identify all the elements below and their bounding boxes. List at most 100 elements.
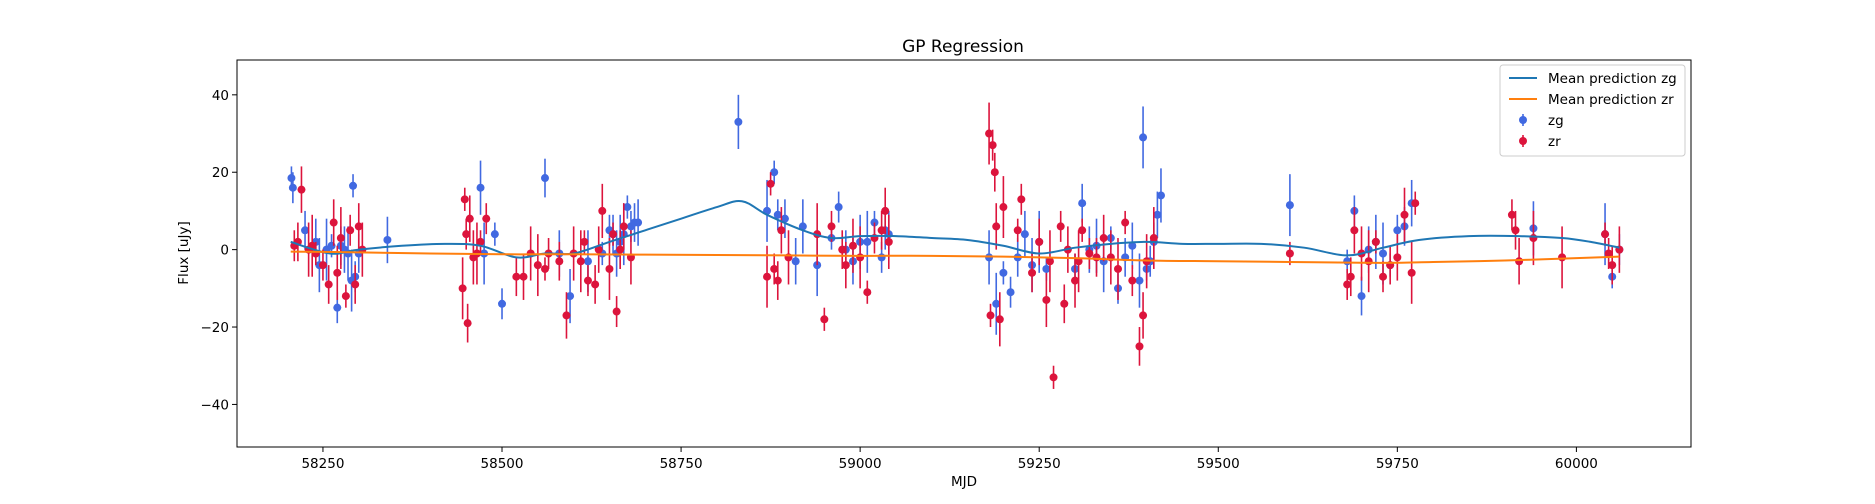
data-point	[498, 299, 507, 308]
data-point	[791, 257, 800, 266]
data-point	[1139, 133, 1148, 142]
data-point	[566, 292, 575, 301]
data-point	[1149, 234, 1158, 243]
data-point	[1121, 218, 1130, 227]
data-point	[770, 168, 779, 177]
data-point	[288, 183, 297, 192]
data-point	[1099, 234, 1108, 243]
data-point	[351, 280, 360, 289]
x-tick-label: 59750	[1376, 456, 1419, 472]
legend-swatch-zr	[1519, 135, 1527, 147]
data-point	[1060, 299, 1069, 308]
data-point	[619, 222, 628, 231]
data-point	[333, 268, 342, 277]
data-point	[555, 257, 564, 266]
x-tick-label: 59500	[1197, 456, 1240, 472]
x-tick-label: 59000	[839, 456, 882, 472]
data-point	[533, 261, 542, 270]
data-point	[318, 261, 327, 270]
data-point	[834, 203, 843, 212]
data-point	[1056, 222, 1065, 231]
data-point	[1350, 226, 1359, 235]
y-tick-label: 0	[220, 243, 229, 259]
data-point	[1071, 276, 1080, 285]
data-point	[462, 230, 471, 239]
data-point	[1357, 292, 1366, 301]
data-point	[346, 226, 355, 235]
data-point	[1006, 288, 1015, 297]
data-point	[1511, 226, 1520, 235]
data-point	[329, 218, 338, 227]
legend-label-zg: zg	[1548, 113, 1564, 129]
data-point	[1407, 268, 1416, 277]
data-point	[605, 264, 614, 273]
data-point	[990, 168, 999, 177]
data-point	[1092, 253, 1101, 262]
data-point	[780, 214, 789, 223]
data-point	[1020, 230, 1029, 239]
data-point	[1393, 226, 1402, 235]
data-point	[465, 214, 474, 223]
data-point	[995, 315, 1004, 324]
data-point	[1042, 295, 1051, 304]
data-point	[383, 235, 392, 244]
data-point	[1139, 311, 1148, 320]
data-point	[992, 222, 1001, 231]
x-tick-label: 59250	[1018, 456, 1061, 472]
data-point	[1400, 210, 1409, 219]
data-point	[580, 237, 589, 246]
data-point	[460, 195, 469, 204]
x-tick-label: 58250	[301, 456, 344, 472]
data-point	[1017, 195, 1026, 204]
data-point	[1343, 280, 1352, 289]
data-point	[1507, 210, 1516, 219]
data-point	[986, 311, 995, 320]
legend-label-mean-zg: Mean prediction zg	[1548, 71, 1677, 87]
data-point	[985, 129, 994, 138]
data-point	[1042, 264, 1051, 273]
data-point	[999, 203, 1008, 212]
y-axis-label: Flux [uJy]	[176, 221, 192, 284]
y-axis: −40 −20 0 20 40	[201, 88, 237, 413]
data-point	[1285, 249, 1294, 258]
plot-frame	[236, 59, 1692, 448]
data-point	[988, 141, 997, 150]
data-point	[1411, 199, 1420, 208]
data-point	[863, 237, 872, 246]
data-point	[1529, 234, 1538, 243]
data-point	[999, 268, 1008, 277]
legend-label-mean-zr: Mean prediction zr	[1548, 92, 1674, 108]
data-point	[512, 272, 521, 281]
data-point	[848, 241, 857, 250]
legend-swatch-zg	[1519, 114, 1527, 126]
data-point	[770, 264, 779, 273]
data-point	[1156, 191, 1165, 200]
data-point	[612, 307, 621, 316]
data-point	[1078, 226, 1087, 235]
data-point	[1135, 342, 1144, 351]
data-point	[476, 237, 485, 246]
data-point	[1113, 264, 1122, 273]
data-point	[583, 276, 592, 285]
data-point	[609, 230, 618, 239]
x-axis: 58250 58500 58750 59000 59250 59500 59750 60000	[301, 447, 1598, 472]
y-tick-label: 20	[212, 165, 229, 181]
data-point	[827, 222, 836, 231]
data-point	[877, 253, 886, 262]
data-point	[1346, 272, 1355, 281]
data-point	[1364, 257, 1373, 266]
y-tick-label: −20	[201, 320, 230, 336]
data-point	[634, 218, 643, 227]
data-point	[594, 245, 603, 254]
data-point	[1608, 261, 1617, 270]
data-point	[287, 174, 296, 183]
data-point	[881, 206, 890, 215]
data-point	[1285, 201, 1294, 210]
data-point	[1601, 230, 1610, 239]
chart-title: GP Regression	[902, 37, 1024, 57]
data-point	[476, 183, 485, 192]
data-point	[877, 226, 886, 235]
legend: Mean prediction zg Mean prediction zr zg…	[1499, 64, 1686, 157]
x-axis-label: MJD	[951, 474, 977, 490]
data-point	[1013, 226, 1022, 235]
